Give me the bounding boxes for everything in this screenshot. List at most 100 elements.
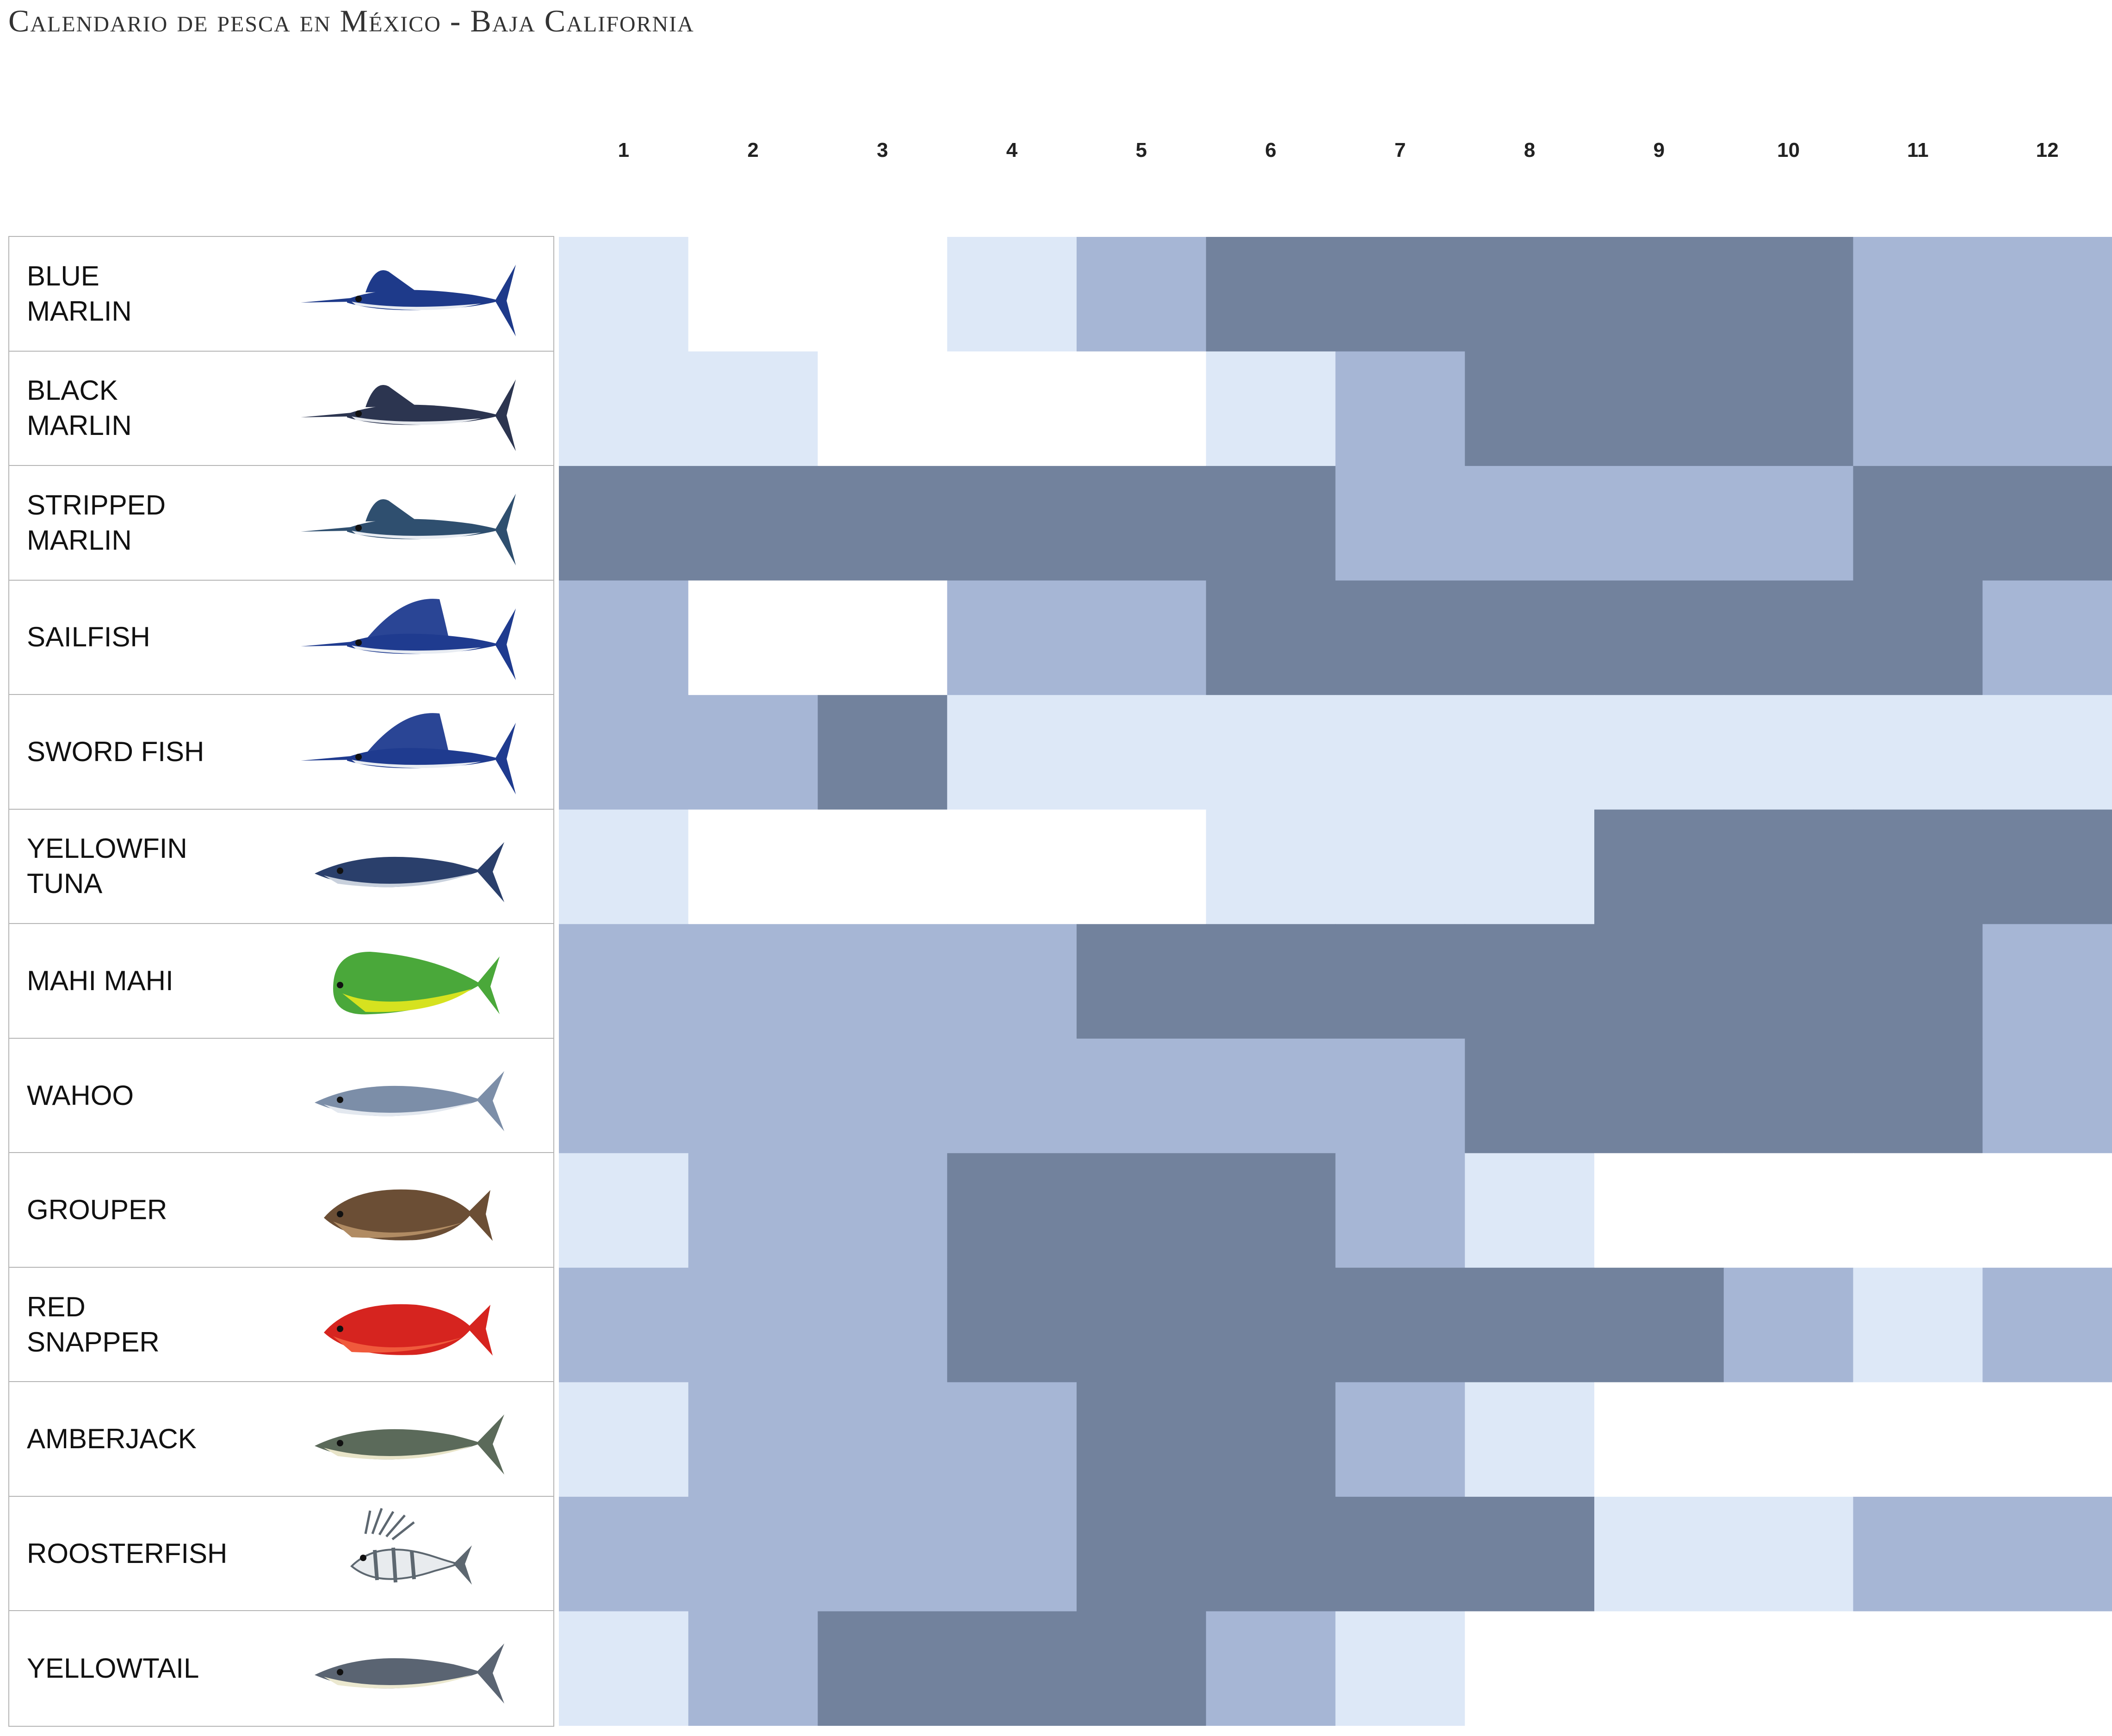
heatmap-cell	[1077, 237, 1207, 352]
heatmap-cell	[1465, 351, 1595, 466]
heatmap-cell	[1723, 580, 1854, 695]
heatmap-cell	[1853, 1153, 1983, 1268]
heatmap-cell	[1723, 237, 1854, 352]
blue-marlin-icon	[296, 246, 518, 343]
heatmap-cell	[559, 1496, 689, 1612]
heatmap-cell	[818, 924, 948, 1039]
species-label: YELLOWTAIL	[27, 1653, 199, 1684]
grouper-icon	[296, 1162, 518, 1259]
month-label: 8	[1524, 139, 1536, 161]
heatmap-cell	[1853, 1611, 1983, 1726]
heatmap-cell	[559, 1267, 689, 1383]
heatmap-cell	[688, 1611, 818, 1726]
heatmap-cell	[559, 580, 689, 695]
heatmap-cell	[1206, 580, 1336, 695]
heatmap-cell	[1206, 809, 1336, 925]
yellowtail-icon	[296, 1620, 518, 1717]
species-row: GROUPER	[9, 1153, 553, 1268]
heatmap-cell	[688, 1382, 818, 1497]
species-label: MAHI MAHI	[27, 965, 173, 996]
heatmap-cell	[1077, 580, 1207, 695]
heatmap-cell	[1594, 1153, 1724, 1268]
heatmap-cell	[1853, 924, 1983, 1039]
heatmap-cell	[1982, 1496, 2112, 1612]
heatmap-cell	[947, 1611, 1077, 1726]
heatmap-cell	[1723, 1496, 1854, 1612]
heatmap-cell	[1335, 809, 1466, 925]
heatmap-cell	[1723, 1153, 1854, 1268]
heatmap-cell	[1982, 351, 2112, 466]
heatmap-cell	[1465, 1267, 1595, 1383]
heatmap-cell	[1982, 1382, 2112, 1497]
heatmap-cell	[1335, 1611, 1466, 1726]
heatmap-cell	[818, 1382, 948, 1497]
heatmap-cell	[947, 1382, 1077, 1497]
heatmap-cell	[818, 1153, 948, 1268]
heatmap-cell	[688, 580, 818, 695]
heatmap-cell	[1206, 351, 1336, 466]
species-row: ROOSTERFISH	[9, 1497, 553, 1612]
heatmap-cell	[947, 580, 1077, 695]
heatmap-cell	[1206, 1153, 1336, 1268]
heatmap-cell	[1982, 1267, 2112, 1383]
swordfish-icon	[296, 704, 518, 801]
chart-title: Calendario de pesca en México - Baja Cal…	[8, 3, 694, 38]
species-row: YELLOWFIN TUNA	[9, 810, 553, 924]
month-label: 6	[1265, 139, 1276, 161]
heatmap-cell	[818, 1038, 948, 1154]
heatmap-cell	[1335, 466, 1466, 581]
heatmap-cell	[688, 237, 818, 352]
roosterfish-icon	[296, 1506, 518, 1603]
heatmap-cell	[1594, 1496, 1724, 1612]
heatmap-cell	[1853, 237, 1983, 352]
species-label: ROOSTERFISH	[27, 1538, 228, 1569]
heatmap-cell	[688, 695, 818, 810]
heatmap-cell	[1594, 924, 1724, 1039]
heatmap-cell	[1077, 809, 1207, 925]
month-label: 11	[1907, 139, 1929, 161]
heatmap-cell	[818, 1496, 948, 1612]
heatmap-cell	[1077, 924, 1207, 1039]
sailfish-icon	[296, 590, 518, 687]
heatmap-cell	[1077, 1153, 1207, 1268]
heatmap-cell	[1335, 1496, 1466, 1612]
heatmap-cell	[818, 695, 948, 810]
heatmap-cell	[1982, 580, 2112, 695]
wahoo-icon	[296, 1048, 518, 1145]
heatmap-cell	[818, 466, 948, 581]
heatmap-cell	[1465, 580, 1595, 695]
heatmap-cell	[1206, 1267, 1336, 1383]
heatmap-cell	[1335, 237, 1466, 352]
heatmap-cell	[1206, 1038, 1336, 1154]
heatmap-cell	[559, 351, 689, 466]
heatmap-cell	[1465, 237, 1595, 352]
month-label: 10	[1777, 139, 1800, 161]
heatmap-cell	[688, 924, 818, 1039]
month-label: 2	[747, 139, 759, 161]
month-label: 9	[1653, 139, 1665, 161]
heatmap-cell	[1594, 695, 1724, 810]
heatmap-cell	[688, 351, 818, 466]
heatmap-cell	[1594, 466, 1724, 581]
heatmap-cell	[1206, 237, 1336, 352]
heatmap-cell	[947, 1153, 1077, 1268]
heatmap-cell	[559, 1382, 689, 1497]
heatmap-cell	[1723, 1038, 1854, 1154]
species-label: SAILFISH	[27, 621, 150, 653]
species-label: BLUE MARLIN	[27, 260, 132, 327]
month-label: 12	[2036, 139, 2059, 161]
heatmap-cell	[1335, 1267, 1466, 1383]
heatmap-cell	[1853, 351, 1983, 466]
heatmap-cell	[1465, 695, 1595, 810]
heatmap-cell	[1723, 351, 1854, 466]
species-label: STRIPPED MARLIN	[27, 489, 166, 556]
heatmap-cell	[1465, 1038, 1595, 1154]
heatmap-cell	[1723, 924, 1854, 1039]
heatmap-cell	[1594, 351, 1724, 466]
heatmap-cell	[1465, 924, 1595, 1039]
heatmap-cell	[1335, 580, 1466, 695]
heatmap-cell	[1982, 466, 2112, 581]
species-label: RED SNAPPER	[27, 1291, 160, 1358]
heatmap-cell	[1982, 809, 2112, 925]
heatmap-cell	[1594, 809, 1724, 925]
